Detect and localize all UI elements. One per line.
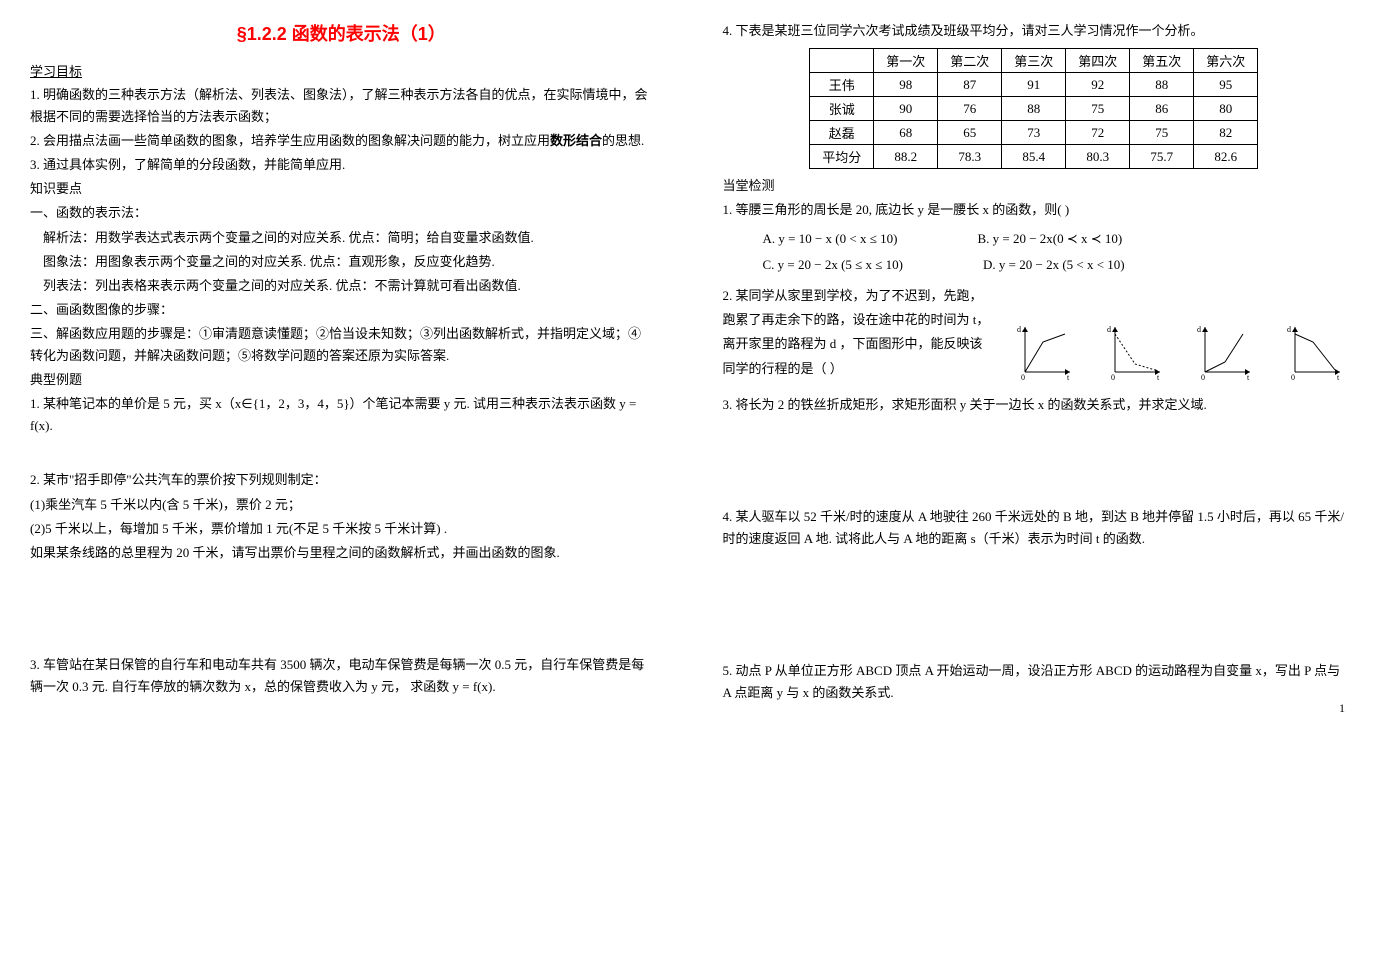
cell: 82.6	[1194, 145, 1258, 169]
cell: 75.7	[1130, 145, 1194, 169]
scores-table: 第一次 第二次 第三次 第四次 第五次 第六次 王伟 98 87 91 92 8…	[809, 48, 1258, 169]
knowledge-1c: 列表法：列出表格来表示两个变量之间的对应关系. 优点：不需计算就可看出函数值.	[30, 275, 653, 297]
knowledge-1b: 图象法：用图象表示两个变量之间的对应关系. 优点：直观形象，反应变化趋势.	[30, 251, 653, 273]
cell: 65	[938, 121, 1002, 145]
svg-text:t: t	[1067, 373, 1070, 382]
cell: 78.3	[938, 145, 1002, 169]
cell: 98	[874, 73, 938, 97]
table-row: 王伟 98 87 91 92 88 95	[810, 73, 1258, 97]
cell: 68	[874, 121, 938, 145]
cell: 73	[1002, 121, 1066, 145]
svg-text:0: 0	[1111, 373, 1115, 382]
cell: 88	[1002, 97, 1066, 121]
example-2-a: (1)乘坐汽车 5 千米以内(含 5 千米)，票价 2 元；	[30, 494, 653, 516]
cell: 张诚	[810, 97, 874, 121]
example-4-intro: 4. 下表是某班三位同学六次考试成绩及班级平均分，请对三人学习情况作一个分析。	[723, 20, 1346, 42]
graph-option-a: t d 0	[1015, 322, 1075, 382]
test-heading: 当堂检测	[723, 175, 1346, 197]
svg-text:0: 0	[1291, 373, 1295, 382]
cell: 72	[1066, 121, 1130, 145]
th-2: 第二次	[938, 49, 1002, 73]
cell: 75	[1066, 97, 1130, 121]
question-2-b: 跑累了再走余下的路，设在途中花的时间为 t，	[723, 309, 1006, 331]
cell: 75	[1130, 121, 1194, 145]
example-2-c: 如果某条线路的总里程为 20 千米，请写出票价与里程之间的函数解析式，并画出函数…	[30, 542, 653, 564]
svg-text:d: d	[1287, 325, 1291, 334]
objective-3: 3. 通过具体实例，了解简单的分段函数，并能简单应用.	[30, 154, 653, 176]
objective-2: 2. 会用描点法画一些简单函数的图象，培养学生应用函数的图象解决问题的能力，树立…	[30, 130, 653, 152]
svg-text:t: t	[1247, 373, 1250, 382]
page-number: 1	[1339, 701, 1345, 716]
examples-heading: 典型例题	[30, 369, 653, 391]
table-row: 赵磊 68 65 73 72 75 82	[810, 121, 1258, 145]
question-3: 3. 将长为 2 的铁丝折成矩形，求矩形面积 y 关于一边长 x 的函数关系式，…	[723, 394, 1346, 416]
graph-option-c: t d 0	[1195, 322, 1255, 382]
objectives-heading: 学习目标	[30, 61, 653, 80]
th-6: 第六次	[1194, 49, 1258, 73]
q1-option-a: A. y = 10 − x (0 < x ≤ 10)	[763, 231, 898, 247]
cell: 76	[938, 97, 1002, 121]
example-3: 3. 车管站在某日保管的自行车和电动车共有 3500 辆次，电动车保管费是每辆一…	[30, 654, 653, 698]
cell: 平均分	[810, 145, 874, 169]
cell: 91	[1002, 73, 1066, 97]
q1-option-b: B. y = 20 − 2x(0 ≺ x ≺ 10)	[977, 231, 1122, 247]
question-1: 1. 等腰三角形的周长是 20, 底边长 y 是一腰长 x 的函数，则( )	[723, 199, 1346, 221]
question-5: 5. 动点 P 从单位正方形 ABCD 顶点 A 开始运动一周，设沿正方形 AB…	[723, 660, 1346, 704]
knowledge-2: 二、画函数图像的步骤：	[30, 299, 653, 321]
graph-option-b: t d 0	[1105, 322, 1165, 382]
knowledge-heading: 知识要点	[30, 178, 653, 200]
cell: 88	[1130, 73, 1194, 97]
cell: 80.3	[1066, 145, 1130, 169]
svg-text:0: 0	[1021, 373, 1025, 382]
cell: 赵磊	[810, 121, 874, 145]
cell: 82	[1194, 121, 1258, 145]
th-4: 第四次	[1066, 49, 1130, 73]
question-2-c: 离开家里的路程为 d ，下面图形中，能反映该	[723, 333, 1006, 355]
cell: 87	[938, 73, 1002, 97]
graph-option-d: t d 0	[1285, 322, 1345, 382]
th-5: 第五次	[1130, 49, 1194, 73]
q1-option-c: C. y = 20 − 2x (5 ≤ x ≤ 10)	[763, 257, 904, 273]
cell: 90	[874, 97, 938, 121]
cell: 95	[1194, 73, 1258, 97]
cell: 王伟	[810, 73, 874, 97]
svg-text:t: t	[1337, 373, 1340, 382]
obj2-bold: 数形结合	[550, 133, 602, 148]
example-1: 1. 某种笔记本的单价是 5 元，买 x（x∈{1，2，3，4，5}）个笔记本需…	[30, 393, 653, 437]
cell: 88.2	[874, 145, 938, 169]
cell: 92	[1066, 73, 1130, 97]
svg-text:0: 0	[1201, 373, 1205, 382]
svg-text:d: d	[1017, 325, 1021, 334]
th-blank	[810, 49, 874, 73]
table-row: 平均分 88.2 78.3 85.4 80.3 75.7 82.6	[810, 145, 1258, 169]
svg-text:t: t	[1157, 373, 1160, 382]
graph-options: t d 0 t d 0 t d 0 t d 0	[1015, 285, 1345, 381]
cell: 85.4	[1002, 145, 1066, 169]
table-row: 张诚 90 76 88 75 86 80	[810, 97, 1258, 121]
question-2-d: 同学的行程的是（ ）	[723, 358, 1006, 380]
cell: 86	[1130, 97, 1194, 121]
knowledge-3: 三、解函数应用题的步骤是：①审清题意读懂题；②恰当设未知数；③列出函数解析式，并…	[30, 323, 653, 367]
svg-text:d: d	[1197, 325, 1201, 334]
example-2-intro: 2. 某市"招手即停"公共汽车的票价按下列规则制定：	[30, 469, 653, 491]
obj2-text-c: 的思想.	[602, 133, 644, 148]
obj2-text-a: 2. 会用描点法画一些简单函数的图象，培养学生应用函数的图象解决问题的能力，树立…	[30, 133, 550, 148]
svg-text:d: d	[1107, 325, 1111, 334]
knowledge-1a: 解析法：用数学表达式表示两个变量之间的对应关系. 优点：简明；给自变量求函数值.	[30, 227, 653, 249]
q1-option-d: D. y = 20 − 2x (5 < x < 10)	[983, 257, 1125, 273]
table-header-row: 第一次 第二次 第三次 第四次 第五次 第六次	[810, 49, 1258, 73]
question-4: 4. 某人驱车以 52 千米/时的速度从 A 地驶往 260 千米远处的 B 地…	[723, 506, 1346, 550]
objective-1: 1. 明确函数的三种表示方法（解析法、列表法、图象法），了解三种表示方法各自的优…	[30, 84, 653, 128]
cell: 80	[1194, 97, 1258, 121]
page-title: §1.2.2 函数的表示法（1）	[30, 20, 653, 46]
th-1: 第一次	[874, 49, 938, 73]
knowledge-1: 一、函数的表示法：	[30, 202, 653, 224]
th-3: 第三次	[1002, 49, 1066, 73]
example-2-b: (2)5 千米以上，每增加 5 千米，票价增加 1 元(不足 5 千米按 5 千…	[30, 518, 653, 540]
question-2-a: 2. 某同学从家里到学校，为了不迟到，先跑，	[723, 285, 1006, 307]
